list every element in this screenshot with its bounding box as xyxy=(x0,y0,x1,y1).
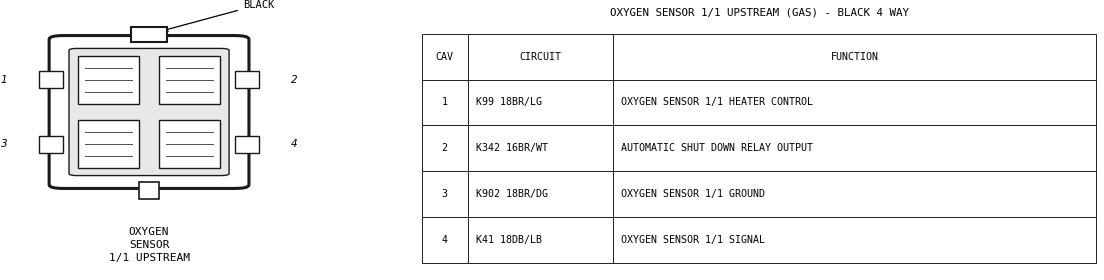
Bar xyxy=(613,80,1096,125)
Bar xyxy=(159,120,220,168)
Text: K41 18DB/LB: K41 18DB/LB xyxy=(477,235,542,245)
Bar xyxy=(422,217,468,263)
Bar xyxy=(235,71,259,88)
Bar xyxy=(235,136,259,153)
Bar xyxy=(613,217,1096,263)
Text: 2: 2 xyxy=(290,75,298,85)
Bar xyxy=(78,120,139,168)
Text: BLACK: BLACK xyxy=(163,0,274,31)
Bar xyxy=(40,136,64,153)
Bar xyxy=(613,34,1096,80)
Bar xyxy=(422,171,468,217)
Text: OXYGEN SENSOR 1/1 SIGNAL: OXYGEN SENSOR 1/1 SIGNAL xyxy=(622,235,765,245)
Text: OXYGEN SENSOR 1/1 HEATER CONTROL: OXYGEN SENSOR 1/1 HEATER CONTROL xyxy=(622,97,814,108)
Text: OXYGEN SENSOR 1/1 GROUND: OXYGEN SENSOR 1/1 GROUND xyxy=(622,189,765,199)
Text: CAV: CAV xyxy=(436,52,454,62)
Text: 1: 1 xyxy=(442,97,447,108)
Text: OXYGEN
SENSOR
1/1 UPSTREAM: OXYGEN SENSOR 1/1 UPSTREAM xyxy=(108,227,190,263)
FancyBboxPatch shape xyxy=(50,36,250,188)
Text: OXYGEN SENSOR 1/1 UPSTREAM (GAS) - BLACK 4 WAY: OXYGEN SENSOR 1/1 UPSTREAM (GAS) - BLACK… xyxy=(609,8,909,18)
Text: FUNCTION: FUNCTION xyxy=(830,52,879,62)
Text: 3: 3 xyxy=(442,189,447,199)
Bar xyxy=(468,217,613,263)
Text: CIRCUIT: CIRCUIT xyxy=(519,52,561,62)
FancyBboxPatch shape xyxy=(68,48,230,176)
Bar xyxy=(40,71,64,88)
Text: 4: 4 xyxy=(290,139,298,149)
Text: 4: 4 xyxy=(442,235,447,245)
Text: 1: 1 xyxy=(0,75,8,85)
Bar xyxy=(422,80,468,125)
Bar xyxy=(468,171,613,217)
Bar xyxy=(422,34,468,80)
Bar xyxy=(78,56,139,104)
Bar xyxy=(159,56,220,104)
Text: AUTOMATIC SHUT DOWN RELAY OUTPUT: AUTOMATIC SHUT DOWN RELAY OUTPUT xyxy=(622,143,814,153)
Bar xyxy=(613,125,1096,171)
Bar xyxy=(613,171,1096,217)
Bar xyxy=(139,182,159,199)
Text: 2: 2 xyxy=(442,143,447,153)
Bar xyxy=(468,125,613,171)
Text: 3: 3 xyxy=(0,139,8,149)
Bar xyxy=(468,34,613,80)
Text: K99 18BR/LG: K99 18BR/LG xyxy=(477,97,542,108)
Text: K902 18BR/DG: K902 18BR/DG xyxy=(477,189,549,199)
Bar xyxy=(422,125,468,171)
Bar xyxy=(468,80,613,125)
Bar xyxy=(131,27,167,42)
Text: K342 16BR/WT: K342 16BR/WT xyxy=(477,143,549,153)
